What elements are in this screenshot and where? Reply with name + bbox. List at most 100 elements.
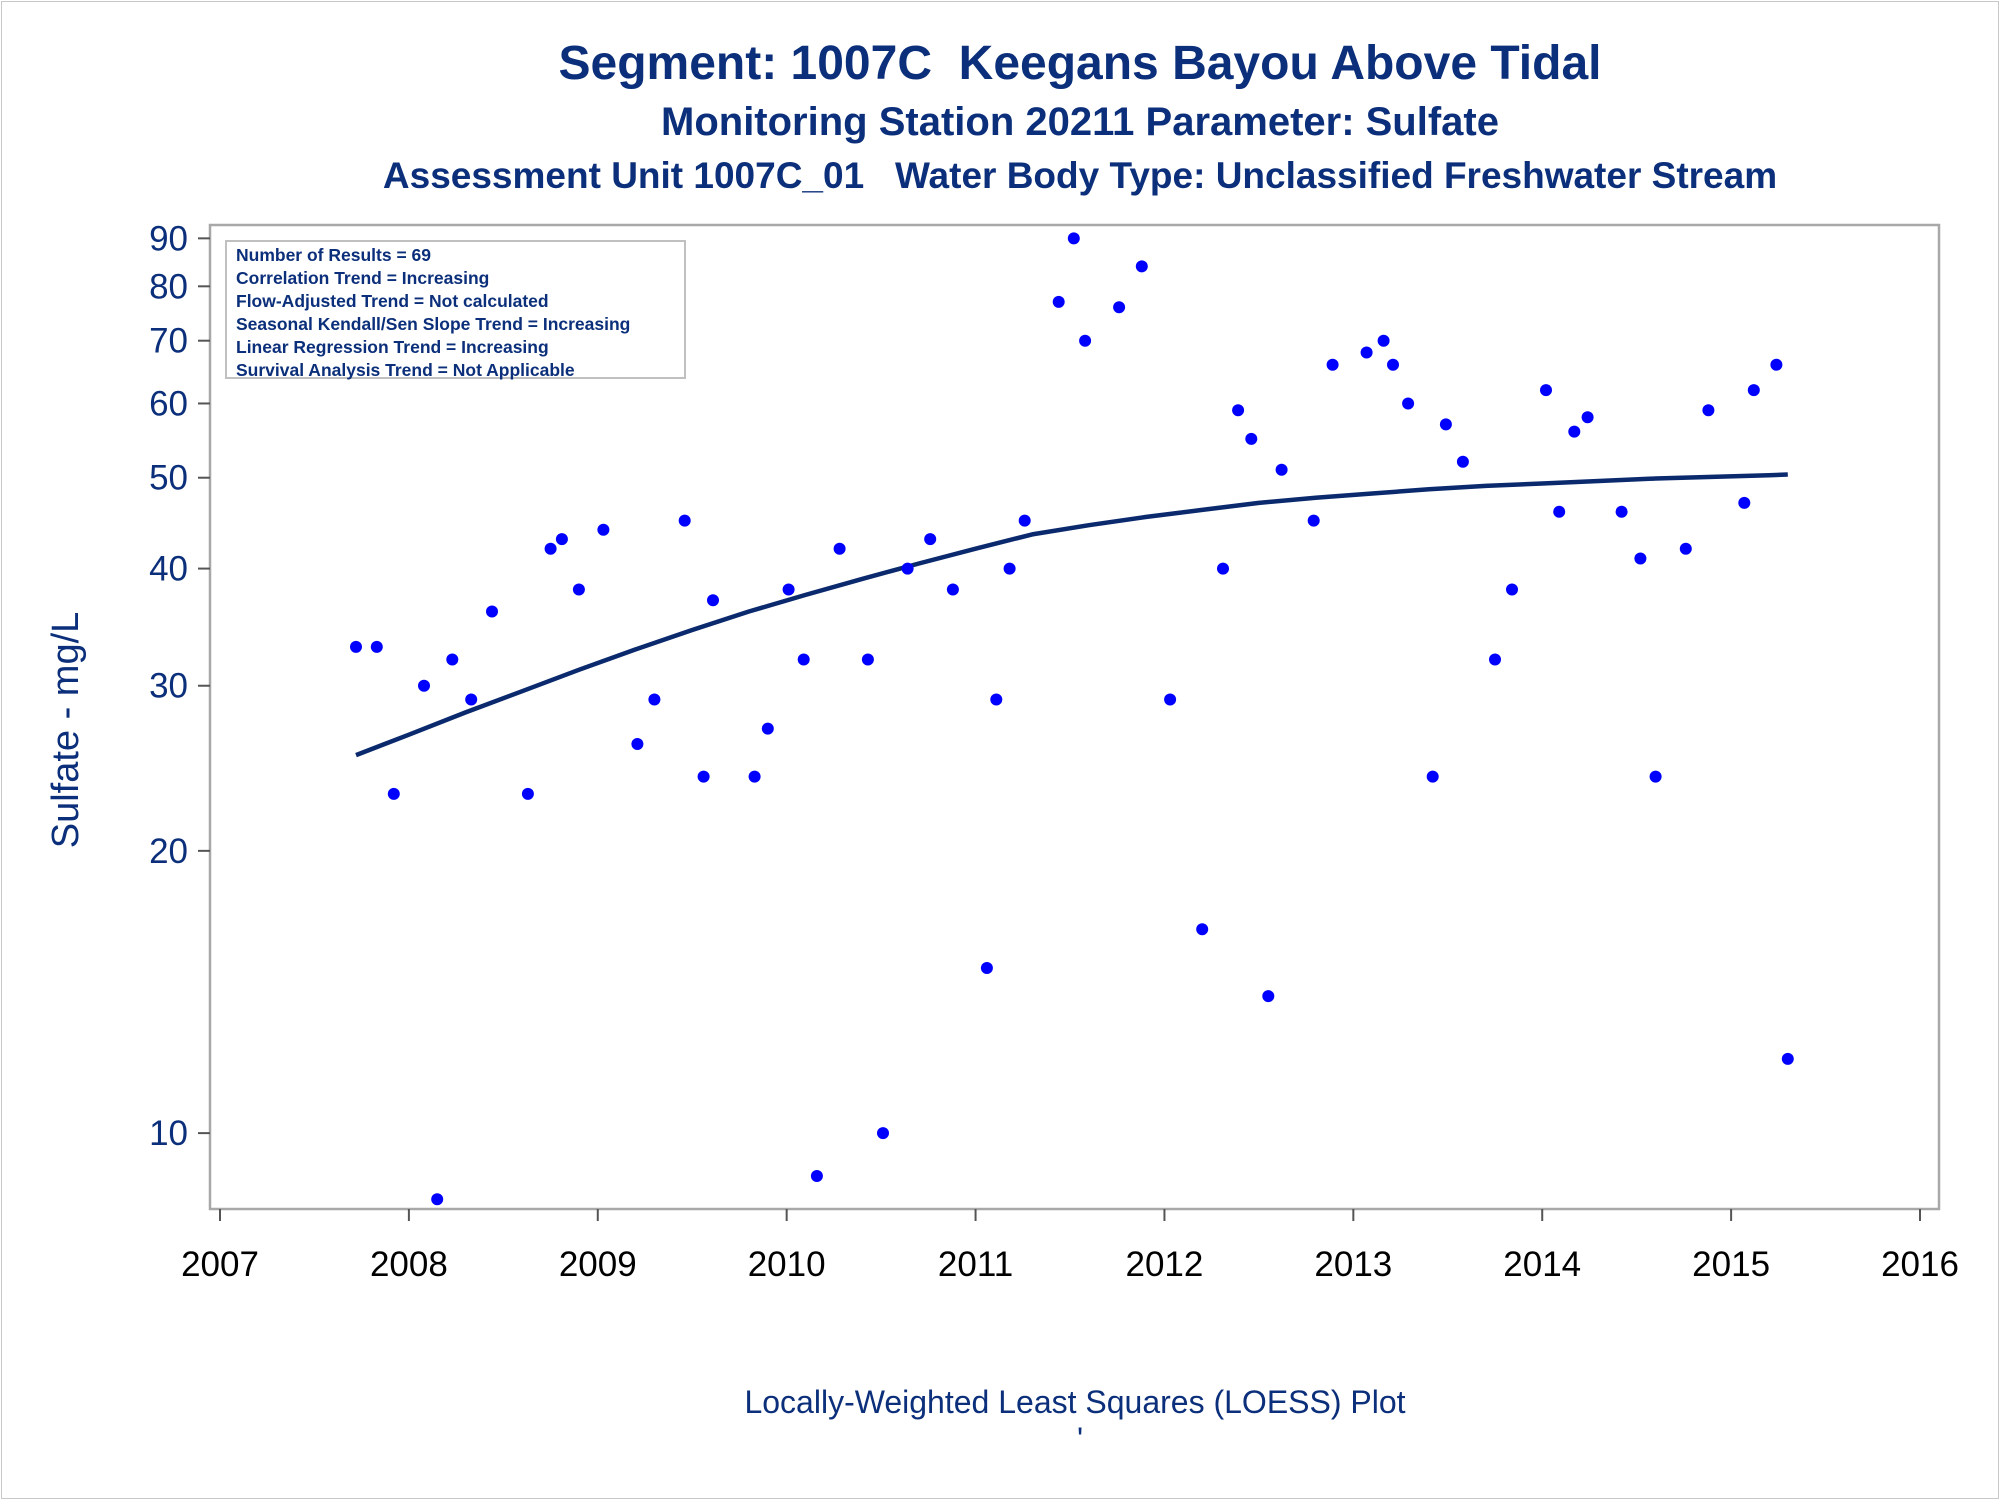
x-tick-label: 2014	[1503, 1245, 1581, 1284]
data-point	[1568, 425, 1581, 438]
data-point	[1262, 990, 1275, 1003]
data-point	[1540, 384, 1552, 397]
y-tick-label: 70	[149, 322, 188, 361]
x-tick-label: 2016	[1881, 1245, 1959, 1284]
data-point	[1738, 496, 1751, 509]
data-point	[370, 640, 383, 653]
y-tick-label: 60	[149, 384, 188, 423]
data-point	[782, 583, 795, 596]
x-tick-label: 2012	[1126, 1245, 1204, 1284]
data-point	[1275, 463, 1288, 476]
data-point	[1232, 404, 1245, 417]
data-point	[555, 533, 568, 546]
y-tick-label: 90	[149, 219, 188, 258]
data-point	[990, 693, 1003, 706]
x-tick-label: 2010	[748, 1245, 826, 1284]
stats-line: Linear Regression Trend = Increasing	[236, 337, 549, 357]
data-point	[797, 653, 810, 666]
data-point	[572, 583, 585, 596]
data-point	[350, 640, 362, 653]
data-point	[1426, 770, 1439, 783]
data-point	[486, 605, 498, 618]
data-point	[387, 787, 400, 800]
y-tick-label: 30	[149, 667, 188, 706]
x-tick-label: 2009	[559, 1245, 637, 1284]
data-point	[1387, 358, 1399, 371]
data-point	[1052, 295, 1065, 308]
data-point	[861, 653, 874, 666]
data-point	[631, 738, 644, 750]
axes: 2007 2008 2009 2010 2011 2012 2013 2014 2015 2016…	[149, 219, 1959, 1284]
data-point	[678, 514, 691, 527]
stats-line: Survival Analysis Trend = Not Applicable	[236, 360, 575, 380]
data-point	[1196, 923, 1209, 936]
data-point	[1164, 693, 1177, 706]
stats-line: Seasonal Kendall/Sen Slope Trend = Incre…	[236, 314, 631, 334]
data-point	[980, 962, 993, 974]
data-point	[1439, 418, 1452, 431]
data-point	[1245, 432, 1258, 445]
footnote: Locally-Weighted Least Squares (LOESS) P…	[744, 1384, 1405, 1420]
y-tick-label: 20	[149, 832, 188, 871]
data-point	[446, 653, 459, 666]
data-point	[1747, 384, 1760, 397]
x-tick-label: 2013	[1314, 1245, 1392, 1284]
x-tick-label: 2008	[370, 1245, 448, 1284]
data-point	[1781, 1052, 1794, 1065]
loess-trend-line	[355, 472, 1788, 758]
data-point	[418, 679, 430, 692]
x-tick-label: 2007	[181, 1245, 259, 1284]
data-point	[1649, 770, 1662, 783]
data-point	[1634, 552, 1647, 565]
data-point	[648, 693, 661, 706]
y-tick-label: 50	[149, 459, 188, 498]
data-point	[1113, 301, 1126, 314]
data-point	[1506, 583, 1518, 596]
data-point	[748, 770, 761, 783]
data-point	[1135, 260, 1148, 273]
data-point	[833, 542, 846, 555]
stats-legend-box: Number of Results = 69 Correlation Trend …	[225, 240, 686, 380]
footnote-mark: '	[1077, 1421, 1083, 1457]
y-tick-label: 10	[149, 1114, 188, 1153]
plot-area-border	[208, 223, 1941, 1211]
data-point	[1581, 411, 1594, 424]
x-tick-label: 2011	[938, 1245, 1013, 1284]
data-point	[1360, 346, 1373, 359]
chart-subtitle: Monitoring Station 20211 Parameter: Sulf…	[661, 100, 1499, 144]
data-point	[1018, 514, 1031, 527]
data-point	[1702, 404, 1715, 417]
data-point	[1615, 505, 1628, 518]
data-point	[1217, 562, 1229, 575]
data-point	[1307, 514, 1320, 527]
data-point	[1770, 358, 1783, 371]
data-point	[1067, 232, 1080, 245]
data-point	[810, 1170, 823, 1182]
data-point	[1553, 505, 1566, 518]
x-tick-label: 2015	[1692, 1245, 1770, 1284]
data-point	[521, 787, 534, 800]
data-point	[877, 1127, 889, 1140]
data-point	[924, 533, 937, 546]
chart-subtitle-2: Assessment Unit 1007C_01 Water Body Type…	[382, 155, 1778, 196]
y-tick-label: 80	[149, 267, 188, 306]
data-point	[707, 594, 719, 607]
data-point	[761, 722, 774, 735]
y-axis-label: Sulfate - mg/L	[45, 612, 87, 849]
data-point	[1489, 653, 1501, 666]
chart-title: Segment: 1007C Keegans Bayou Above Tidal	[558, 37, 1602, 90]
data-point	[697, 770, 710, 783]
data-point	[946, 583, 959, 596]
data-marks	[350, 232, 1794, 1206]
y-tick-label: 40	[149, 550, 188, 589]
data-point	[431, 1193, 444, 1206]
data-point	[1079, 334, 1092, 347]
stats-line: Number of Results = 69	[236, 245, 431, 265]
data-point	[544, 542, 557, 555]
data-point	[1377, 334, 1390, 347]
data-point	[901, 562, 914, 575]
data-point	[1326, 358, 1339, 371]
data-point	[597, 523, 610, 536]
